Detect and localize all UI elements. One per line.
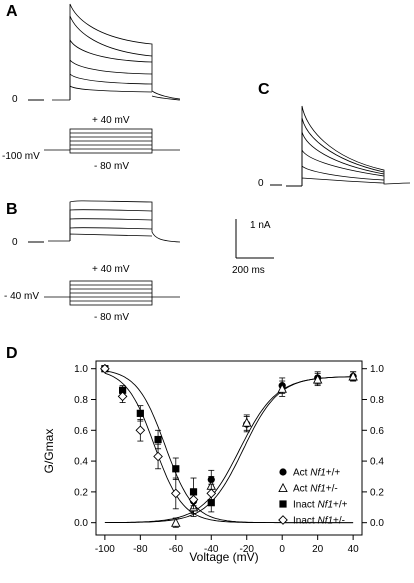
data-point [153, 451, 163, 462]
x-tick-label: -60 [169, 544, 184, 555]
y-tick-label-right: 0.2 [370, 487, 384, 498]
data-point [348, 371, 358, 381]
data-point [241, 417, 252, 427]
series-layer [100, 363, 358, 528]
x-tick-label: -20 [240, 544, 255, 555]
scale-bar [235, 219, 274, 259]
data-point [136, 409, 144, 417]
scale-bar-time-label: 200 ms [232, 265, 265, 276]
panel-label-c: C [258, 81, 270, 98]
data-point [100, 363, 110, 374]
x-tick-label: -100 [95, 544, 115, 555]
y-tick-label-right: 0.6 [370, 426, 384, 437]
data-point [170, 488, 181, 499]
panel-a-top-step-label: + 40 mV [92, 115, 130, 126]
data-point [172, 465, 180, 473]
y-tick-label-left: 0.0 [74, 518, 88, 529]
data-point [277, 383, 287, 393]
legend-marker [278, 482, 288, 493]
legend: Act Nf1+/+ Act Nf1+/- Inact Nf1+/+ Inact Nf… [278, 468, 348, 527]
y-tick-label-right: 1.0 [370, 364, 384, 375]
y-tick-label-left: 0.2 [74, 487, 88, 498]
y-axis-right: 0.0 0.2 0.4 0.6 0.8 1.0 [362, 364, 384, 529]
panel-c-zero-label: 0 [258, 178, 264, 189]
data-point [154, 435, 162, 444]
x-axis-label: Voltage (mV) [189, 550, 258, 564]
panel-a-bottom-step-label: - 80 mV [94, 161, 130, 172]
x-tick-label: 0 [279, 544, 285, 555]
panel-b-voltage-protocol [44, 280, 180, 306]
x-tick-label: -40 [204, 544, 219, 555]
y-axis-label: G/Gmax [42, 429, 56, 474]
series-3 [100, 363, 217, 510]
y-tick-label-left: 1.0 [74, 364, 88, 375]
data-point [171, 517, 181, 527]
y-tick-label-left: 0.4 [74, 457, 88, 468]
legend-label: Inact Nf1+/+ [293, 500, 348, 511]
data-point [188, 494, 199, 505]
y-tick-label-right: 0.0 [370, 518, 384, 529]
data-point [117, 391, 128, 402]
panel-b-zero-label: 0 [12, 237, 18, 248]
y-tick-label-right: 0.4 [370, 457, 384, 468]
panel-c-current-traces [301, 105, 411, 186]
y-axis-left: 0.0 0.2 0.4 0.6 0.8 1.0 [74, 364, 96, 529]
chart-d: 0.0 0.2 0.4 0.6 0.8 1.0 0.0 0.2 0.4 0.6 0.8 1.0 -1… [42, 360, 384, 564]
x-tick-label: -80 [133, 544, 148, 555]
panel-a-zero-label: 0 [12, 94, 18, 105]
x-tick-label: 40 [348, 544, 360, 555]
data-point [135, 425, 146, 436]
panel-label-a: A [6, 3, 18, 20]
legend-marker [278, 515, 288, 525]
panel-a-voltage-protocol [44, 128, 180, 154]
panel-label-d: D [6, 345, 18, 362]
legend-label: Act Nf1+/+ [293, 468, 340, 479]
legend-marker [279, 500, 287, 508]
panel-c-baseline [270, 184, 302, 187]
panel-label-b: B [6, 201, 18, 218]
x-axis: -100 -80 -60 -40 -20 0 20 40 [95, 535, 359, 555]
panel-b-top-step-label: + 40 mV [92, 264, 130, 275]
data-point [312, 374, 323, 384]
legend-label: Act Nf1+/- [293, 484, 338, 495]
y-tick-label-left: 0.8 [74, 395, 88, 406]
fit-curve-inactivation [104, 372, 354, 524]
legend-label: Inact Nf1+/- [293, 516, 345, 527]
panel-a-holding-label: -100 mV [2, 151, 40, 162]
data-point [206, 488, 217, 499]
legend-marker [279, 468, 287, 476]
fit-curves [104, 370, 354, 524]
panel-b-holding-label: - 40 mV [4, 291, 40, 302]
scale-bar-current-label: 1 nA [250, 220, 271, 231]
fit-curve-activation [104, 376, 354, 524]
panel-b-current-traces [48, 200, 181, 243]
chart-frame [95, 360, 363, 536]
y-tick-label-left: 0.6 [74, 426, 88, 437]
x-tick-label: 20 [312, 544, 324, 555]
panel-a-current-traces [52, 3, 181, 101]
y-tick-label-right: 0.8 [370, 395, 384, 406]
series-2 [101, 365, 215, 513]
panel-b-bottom-step-label: - 80 mV [94, 312, 130, 323]
